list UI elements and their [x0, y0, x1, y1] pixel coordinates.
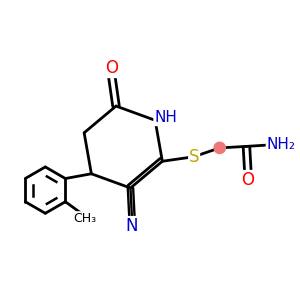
Text: O: O	[242, 171, 254, 189]
Text: NH₂: NH₂	[266, 137, 296, 152]
Text: CH₃: CH₃	[73, 212, 96, 225]
Circle shape	[214, 142, 225, 154]
Text: NH: NH	[154, 110, 177, 125]
Text: O: O	[105, 59, 118, 77]
Text: S: S	[189, 148, 200, 166]
Text: N: N	[126, 217, 138, 235]
